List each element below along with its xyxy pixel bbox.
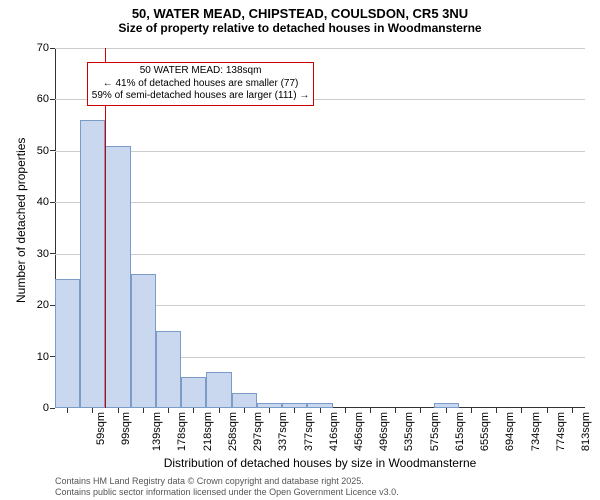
x-tick-label: 416sqm xyxy=(328,412,340,451)
x-tick xyxy=(92,408,93,413)
y-axis-label: Number of detached properties xyxy=(14,138,28,303)
x-tick xyxy=(547,408,548,413)
y-tick-label: 50 xyxy=(37,145,49,157)
histogram-bar xyxy=(181,377,206,408)
x-tick xyxy=(471,408,472,413)
x-tick xyxy=(244,408,245,413)
x-tick-label: 615sqm xyxy=(454,412,466,451)
x-tick-label: 496sqm xyxy=(378,412,390,451)
x-tick xyxy=(219,408,220,413)
histogram-bar xyxy=(80,120,105,408)
x-tick-label: 655sqm xyxy=(479,412,491,451)
y-tick-label: 60 xyxy=(37,93,49,105)
x-tick xyxy=(320,408,321,413)
y-tick xyxy=(50,48,55,49)
x-tick-label: 59sqm xyxy=(95,412,107,445)
y-tick-label: 40 xyxy=(37,196,49,208)
annotation-line2: ← 41% of detached houses are smaller (77… xyxy=(92,78,310,91)
x-tick-label: 535sqm xyxy=(404,412,416,451)
y-tick-label: 10 xyxy=(37,351,49,363)
grid-line xyxy=(55,202,585,203)
x-tick xyxy=(521,408,522,413)
chart-container: 50, WATER MEAD, CHIPSTEAD, COULSDON, CR5… xyxy=(0,0,600,500)
x-tick-label: 694sqm xyxy=(505,412,517,451)
x-tick xyxy=(168,408,169,413)
histogram-bar xyxy=(206,372,231,408)
x-tick-label: 813sqm xyxy=(580,412,592,451)
chart-subtitle: Size of property relative to detached ho… xyxy=(0,21,600,39)
histogram-bar xyxy=(232,393,257,408)
x-tick xyxy=(269,408,270,413)
annotation-line1: 50 WATER MEAD: 138sqm xyxy=(92,65,310,78)
footer-line2: Contains public sector information licen… xyxy=(55,487,399,498)
chart-title: 50, WATER MEAD, CHIPSTEAD, COULSDON, CR5… xyxy=(0,0,600,21)
x-tick xyxy=(118,408,119,413)
grid-line xyxy=(55,254,585,255)
y-tick-label: 20 xyxy=(37,299,49,311)
x-tick xyxy=(496,408,497,413)
x-tick xyxy=(370,408,371,413)
footer-line1: Contains HM Land Registry data © Crown c… xyxy=(55,476,399,487)
x-tick-label: 734sqm xyxy=(530,412,542,451)
y-tick xyxy=(50,150,55,151)
x-axis-label: Distribution of detached houses by size … xyxy=(55,456,585,470)
x-tick-label: 456sqm xyxy=(353,412,365,451)
x-tick-label: 377sqm xyxy=(303,412,315,451)
x-tick-label: 297sqm xyxy=(252,412,264,451)
y-tick-label: 0 xyxy=(43,402,49,414)
y-tick xyxy=(50,253,55,254)
x-tick xyxy=(143,408,144,413)
histogram-bar xyxy=(131,274,156,408)
y-tick-label: 30 xyxy=(37,248,49,260)
y-tick-label: 70 xyxy=(37,42,49,54)
y-tick xyxy=(50,99,55,100)
x-tick xyxy=(193,408,194,413)
x-tick xyxy=(294,408,295,413)
x-tick xyxy=(395,408,396,413)
x-tick xyxy=(446,408,447,413)
histogram-bar xyxy=(55,279,80,408)
grid-line xyxy=(55,151,585,152)
x-tick-label: 139sqm xyxy=(151,412,163,451)
x-tick-label: 178sqm xyxy=(176,412,188,451)
annotation-box: 50 WATER MEAD: 138sqm← 41% of detached h… xyxy=(87,62,315,106)
x-tick-label: 99sqm xyxy=(120,412,132,445)
footer-attribution: Contains HM Land Registry data © Crown c… xyxy=(55,476,399,498)
y-tick xyxy=(50,202,55,203)
grid-line xyxy=(55,48,585,49)
x-tick-label: 258sqm xyxy=(227,412,239,451)
x-tick xyxy=(420,408,421,413)
x-tick-label: 575sqm xyxy=(429,412,441,451)
histogram-bar xyxy=(105,146,130,408)
histogram-bar xyxy=(156,331,181,408)
plot-area: 01020304050607059sqm99sqm139sqm178sqm218… xyxy=(55,48,585,408)
x-tick-label: 337sqm xyxy=(277,412,289,451)
x-tick xyxy=(572,408,573,413)
x-tick xyxy=(67,408,68,413)
x-tick-label: 774sqm xyxy=(555,412,567,451)
x-tick-label: 218sqm xyxy=(202,412,214,451)
x-tick xyxy=(345,408,346,413)
annotation-line3: 59% of semi-detached houses are larger (… xyxy=(92,90,310,103)
